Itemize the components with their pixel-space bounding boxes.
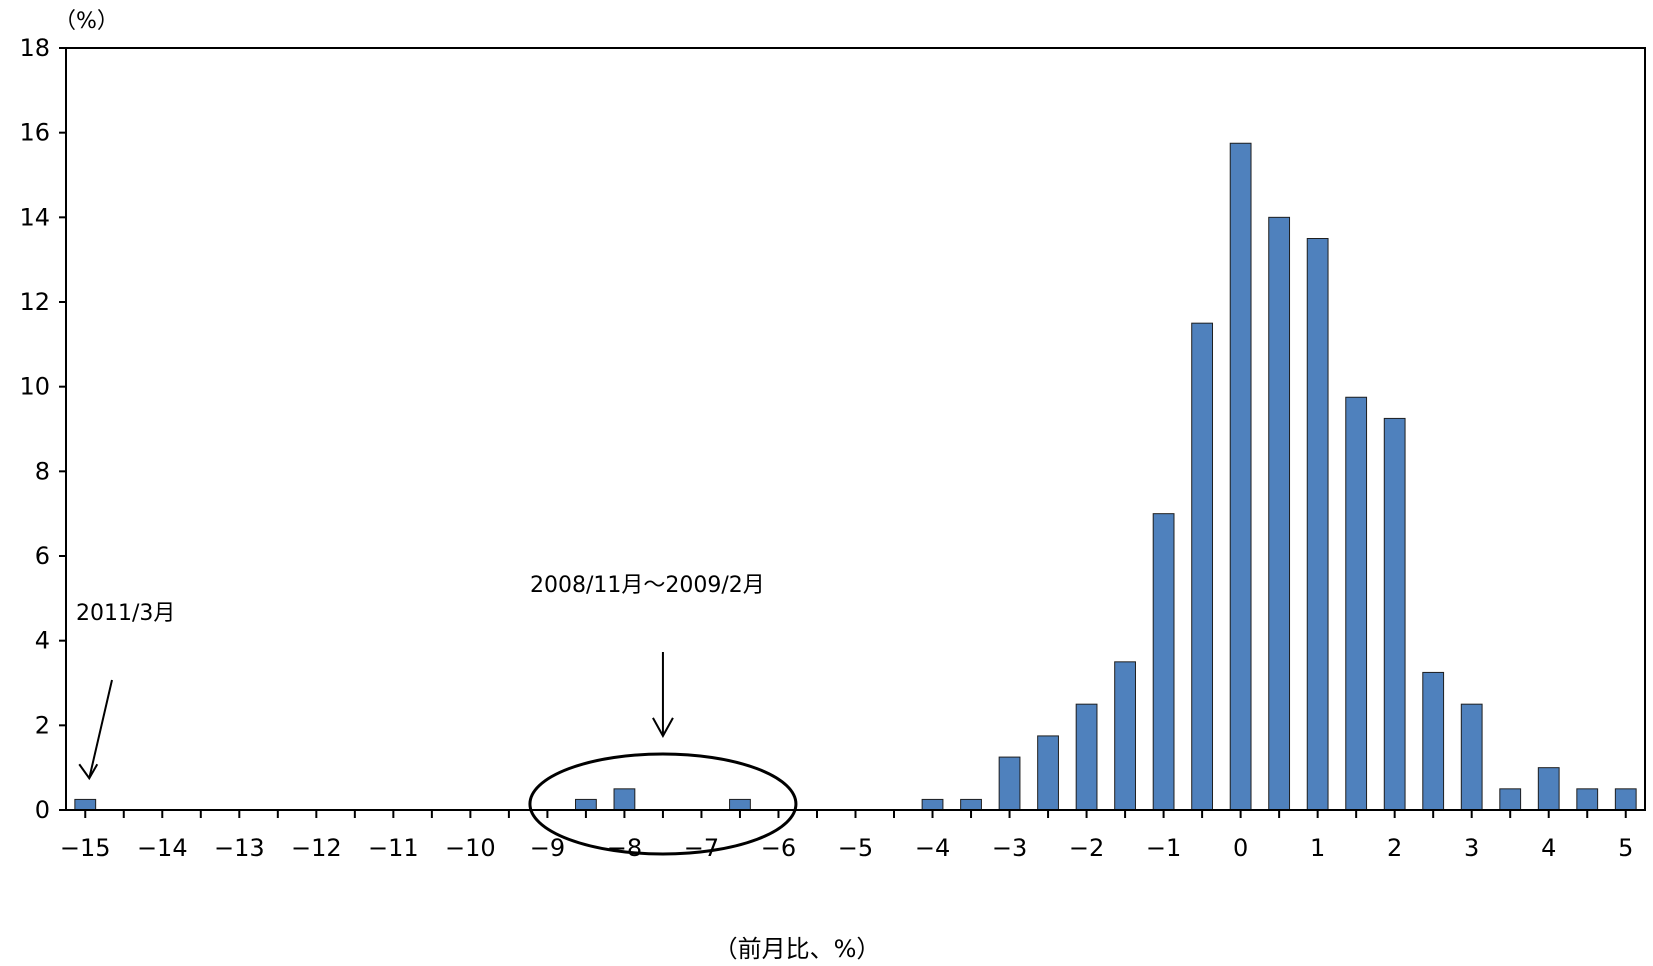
x-tick-label-20: 5: [1618, 834, 1633, 862]
annotation-label-2011-3: 2011/3月: [76, 601, 175, 626]
x-tick-label-13: −2: [1069, 834, 1104, 862]
bar-2: [613, 788, 636, 811]
y-tick-label-4: 8: [35, 457, 50, 485]
bar-21: [1576, 788, 1599, 811]
bar-8: [1075, 703, 1098, 811]
y-axis-unit-label: （%）: [54, 9, 119, 34]
annotation-arrowhead-2011-3: [78, 763, 99, 781]
y-tick-label-9: 18: [19, 34, 50, 62]
bar-17: [1422, 671, 1445, 811]
bar-10: [1152, 513, 1175, 811]
x-tick-label-17: 2: [1387, 834, 1402, 862]
bar-3: [729, 798, 751, 811]
bar-4: [921, 798, 944, 811]
y-tick-label-5: 10: [19, 373, 50, 401]
x-axis-ticks: −15 −14 −13 −12 −11 −10 −9 −8 −7 −6 −5 −4 −3 −2 −1 0 1 2 3…: [60, 810, 1633, 862]
x-tick-label-11: −4: [915, 834, 950, 862]
x-tick-label-9: −6: [761, 834, 796, 862]
x-tick-label-5: −10: [445, 834, 496, 862]
x-tick-label-15: 0: [1233, 834, 1248, 862]
bar-18: [1460, 703, 1483, 811]
x-tick-label-0: −15: [60, 834, 111, 862]
y-axis-ticks: 0 2 4 6 8 10 12 14 16 18: [19, 34, 66, 824]
bar-7: [1037, 735, 1059, 811]
y-tick-label-3: 6: [35, 542, 50, 570]
bar-14: [1306, 238, 1329, 811]
bar-6: [998, 756, 1021, 811]
bar-15: [1345, 396, 1368, 811]
x-tick-label-8: −7: [684, 834, 719, 862]
bar-0: [74, 798, 97, 811]
y-tick-label-7: 14: [19, 203, 50, 231]
annotations-group: 2011/3月 2008/11月～2009/2月: [76, 573, 798, 856]
bar-12: [1229, 142, 1252, 811]
bar-19: [1499, 788, 1522, 811]
x-tick-label-10: −5: [838, 834, 873, 862]
bar-5: [960, 798, 982, 811]
x-tick-label-6: −9: [530, 834, 565, 862]
x-tick-label-16: 1: [1310, 834, 1325, 862]
x-tick-label-18: 3: [1464, 834, 1479, 862]
bar-20: [1537, 767, 1560, 811]
x-tick-label-12: −3: [992, 834, 1027, 862]
x-tick-label-19: 4: [1541, 834, 1556, 862]
bar-22: [1614, 788, 1637, 811]
annotation-ellipse-2008-2009: [528, 752, 798, 856]
y-tick-label-1: 2: [35, 711, 50, 739]
x-tick-label-2: −13: [214, 834, 265, 862]
x-tick-label-14: −1: [1146, 834, 1181, 862]
annotation-arrow-2011-3: [88, 679, 113, 779]
y-tick-label-8: 16: [19, 119, 50, 147]
bar-16: [1383, 417, 1406, 811]
y-tick-label-0: 0: [35, 796, 50, 824]
bar-13: [1268, 216, 1291, 811]
x-tick-label-7: −8: [607, 834, 642, 862]
x-tick-label-1: −14: [137, 834, 188, 862]
plot-area-frame: [65, 47, 1646, 811]
annotation-arrowhead-2008-2009: [652, 717, 674, 738]
bars-group: [74, 142, 1637, 811]
bar-11: [1191, 322, 1214, 811]
annotation-label-2008-2009: 2008/11月～2009/2月: [530, 573, 765, 598]
bar-1: [575, 798, 597, 811]
bar-9: [1114, 661, 1136, 811]
x-tick-label-4: −11: [368, 834, 419, 862]
x-tick-label-3: −12: [291, 834, 342, 862]
y-tick-label-6: 12: [19, 288, 50, 316]
x-axis-label: （前月比、%）: [714, 935, 881, 963]
y-tick-label-2: 4: [35, 627, 50, 655]
